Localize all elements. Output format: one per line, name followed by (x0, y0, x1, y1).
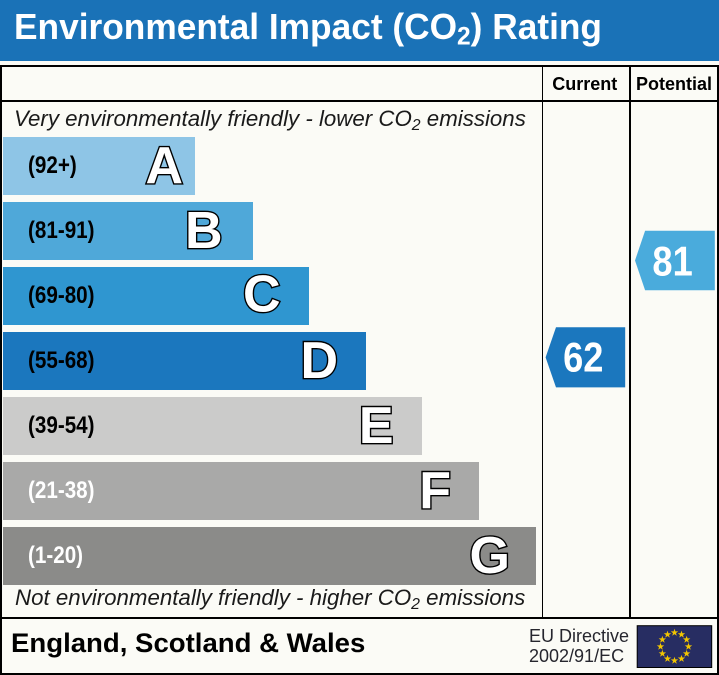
svg-text:E: E (359, 397, 394, 455)
svg-text:F: F (419, 462, 451, 520)
svg-text:A: A (145, 137, 183, 195)
svg-text:81: 81 (652, 238, 692, 285)
svg-text:G: G (470, 527, 510, 585)
svg-text:B: B (185, 202, 223, 260)
svg-text:62: 62 (563, 334, 603, 381)
svg-text:C: C (243, 266, 281, 324)
svg-text:D: D (300, 332, 338, 390)
